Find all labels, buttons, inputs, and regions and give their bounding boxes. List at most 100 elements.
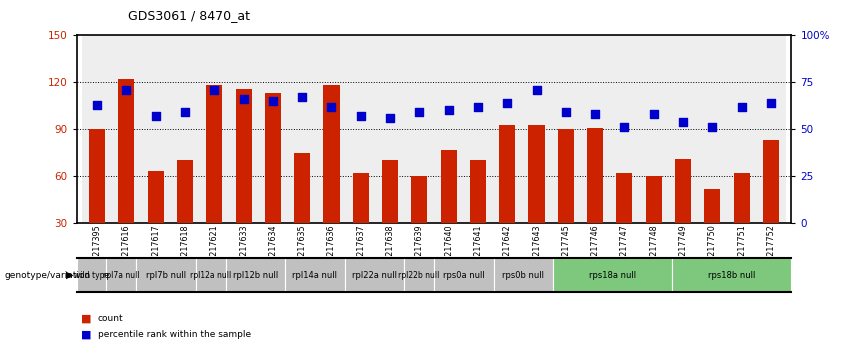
Bar <box>675 159 691 223</box>
Bar <box>106 258 136 292</box>
Text: ▶: ▶ <box>66 270 73 280</box>
Bar <box>118 79 134 223</box>
Bar <box>375 35 405 223</box>
Point <box>764 100 778 106</box>
Text: genotype/variation: genotype/variation <box>4 271 90 280</box>
Bar <box>528 125 545 223</box>
Bar <box>441 149 457 223</box>
Bar <box>698 35 727 223</box>
Text: rpl22a null: rpl22a null <box>352 271 397 280</box>
Bar <box>610 35 639 223</box>
Text: ■: ■ <box>81 330 91 339</box>
Point <box>325 104 339 109</box>
Bar <box>83 35 111 223</box>
Text: GDS3061 / 8470_at: GDS3061 / 8470_at <box>128 9 249 22</box>
Bar <box>200 35 229 223</box>
Text: rps0a null: rps0a null <box>443 271 485 280</box>
Text: rpl7b null: rpl7b null <box>146 271 186 280</box>
Bar <box>668 35 698 223</box>
Bar <box>405 35 434 223</box>
Point <box>559 109 573 115</box>
Bar <box>111 35 141 223</box>
Bar <box>434 35 463 223</box>
Bar <box>229 35 258 223</box>
Bar <box>285 258 345 292</box>
Text: ■: ■ <box>81 314 91 324</box>
Bar <box>434 258 494 292</box>
Bar <box>170 35 200 223</box>
Bar <box>89 129 106 223</box>
Bar <box>317 35 346 223</box>
Text: percentile rank within the sample: percentile rank within the sample <box>98 330 251 339</box>
Text: rpl22b null: rpl22b null <box>398 271 440 280</box>
Bar <box>646 176 662 223</box>
Bar <box>411 176 427 223</box>
Text: rpl7a null: rpl7a null <box>103 271 140 280</box>
Bar <box>639 35 668 223</box>
Point <box>178 109 191 115</box>
Point <box>237 96 250 102</box>
Point <box>647 112 660 117</box>
Bar <box>553 258 672 292</box>
Point <box>354 113 368 119</box>
Bar <box>734 173 750 223</box>
Bar <box>346 35 375 223</box>
Bar <box>494 258 553 292</box>
Point <box>383 115 397 121</box>
Bar <box>500 125 516 223</box>
Bar <box>382 160 398 223</box>
Point <box>295 95 309 100</box>
Bar <box>196 258 226 292</box>
Bar <box>705 189 721 223</box>
Point <box>588 112 602 117</box>
Bar <box>587 128 603 223</box>
Bar <box>226 258 285 292</box>
Bar <box>288 35 317 223</box>
Bar <box>77 258 106 292</box>
Point <box>471 104 485 109</box>
Point <box>500 100 514 106</box>
Bar <box>493 35 522 223</box>
Bar <box>727 35 757 223</box>
Bar <box>404 258 434 292</box>
Bar <box>136 258 196 292</box>
Text: rps18a null: rps18a null <box>589 271 637 280</box>
Bar <box>177 160 193 223</box>
Point <box>413 109 426 115</box>
Bar <box>236 88 252 223</box>
Text: rpl14a null: rpl14a null <box>293 271 337 280</box>
Bar <box>522 35 551 223</box>
Bar <box>258 35 288 223</box>
Bar <box>206 85 222 223</box>
Bar <box>294 153 311 223</box>
Bar <box>470 160 486 223</box>
Point <box>677 119 690 125</box>
Bar <box>762 140 779 223</box>
Bar <box>345 258 404 292</box>
Bar <box>551 35 580 223</box>
Bar <box>580 35 610 223</box>
Text: rpl12a null: rpl12a null <box>190 271 231 280</box>
Bar <box>265 93 281 223</box>
Point <box>120 87 134 93</box>
Bar <box>672 258 791 292</box>
Bar <box>757 35 785 223</box>
Point <box>208 87 221 93</box>
Point <box>149 113 163 119</box>
Point <box>90 102 104 108</box>
Text: rps0b null: rps0b null <box>502 271 545 280</box>
Point <box>618 125 631 130</box>
Text: rps18b null: rps18b null <box>708 271 756 280</box>
Bar <box>616 173 632 223</box>
Text: wild type: wild type <box>74 271 109 280</box>
Point <box>734 104 748 109</box>
Bar <box>323 85 340 223</box>
Point <box>529 87 543 93</box>
Point <box>705 125 719 130</box>
Bar <box>141 35 170 223</box>
Bar <box>463 35 493 223</box>
Point <box>266 98 280 104</box>
Bar <box>557 129 574 223</box>
Text: count: count <box>98 314 123 323</box>
Text: rpl12b null: rpl12b null <box>232 271 278 280</box>
